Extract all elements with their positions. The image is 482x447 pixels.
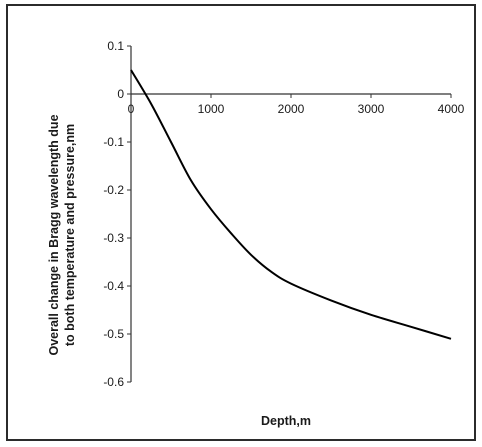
- y-tick-label: 0.1: [107, 39, 124, 53]
- series-line-1: [130, 69, 452, 340]
- chart-frame: [6, 4, 476, 441]
- axes: [127, 45, 452, 383]
- y-tick-label: -0.2: [103, 183, 124, 197]
- x-tick-label: 2000: [278, 102, 305, 116]
- y-tick-label: -0.3: [103, 231, 124, 245]
- x-tick-label: 1000: [198, 102, 225, 116]
- x-tick-label: 3000: [358, 102, 385, 116]
- y-axis-label: Overall change in Bragg wavelength due t…: [47, 114, 77, 355]
- y-tick-label: 0: [117, 87, 124, 101]
- x-tick-label: 4000: [438, 102, 465, 116]
- x-tick-label: 0: [128, 102, 135, 116]
- x-axis-label: Depth,m: [261, 414, 311, 428]
- y-tick-label: -0.4: [103, 279, 124, 293]
- y-tick-label: -0.1: [103, 135, 124, 149]
- series-group: [130, 69, 452, 340]
- y-axis-label-line-2: to both temperature and pressure,nm: [63, 124, 77, 346]
- y-tick-label: -0.6: [103, 375, 124, 389]
- y-axis-label-line-1: Overall change in Bragg wavelength due: [47, 114, 61, 355]
- y-tick-label: -0.5: [103, 327, 124, 341]
- tick-labels: 0.1 0 -0.1 -0.2 -0.3 -0.4 -0.5 -0.6 0 1000 2000 300…: [103, 39, 464, 389]
